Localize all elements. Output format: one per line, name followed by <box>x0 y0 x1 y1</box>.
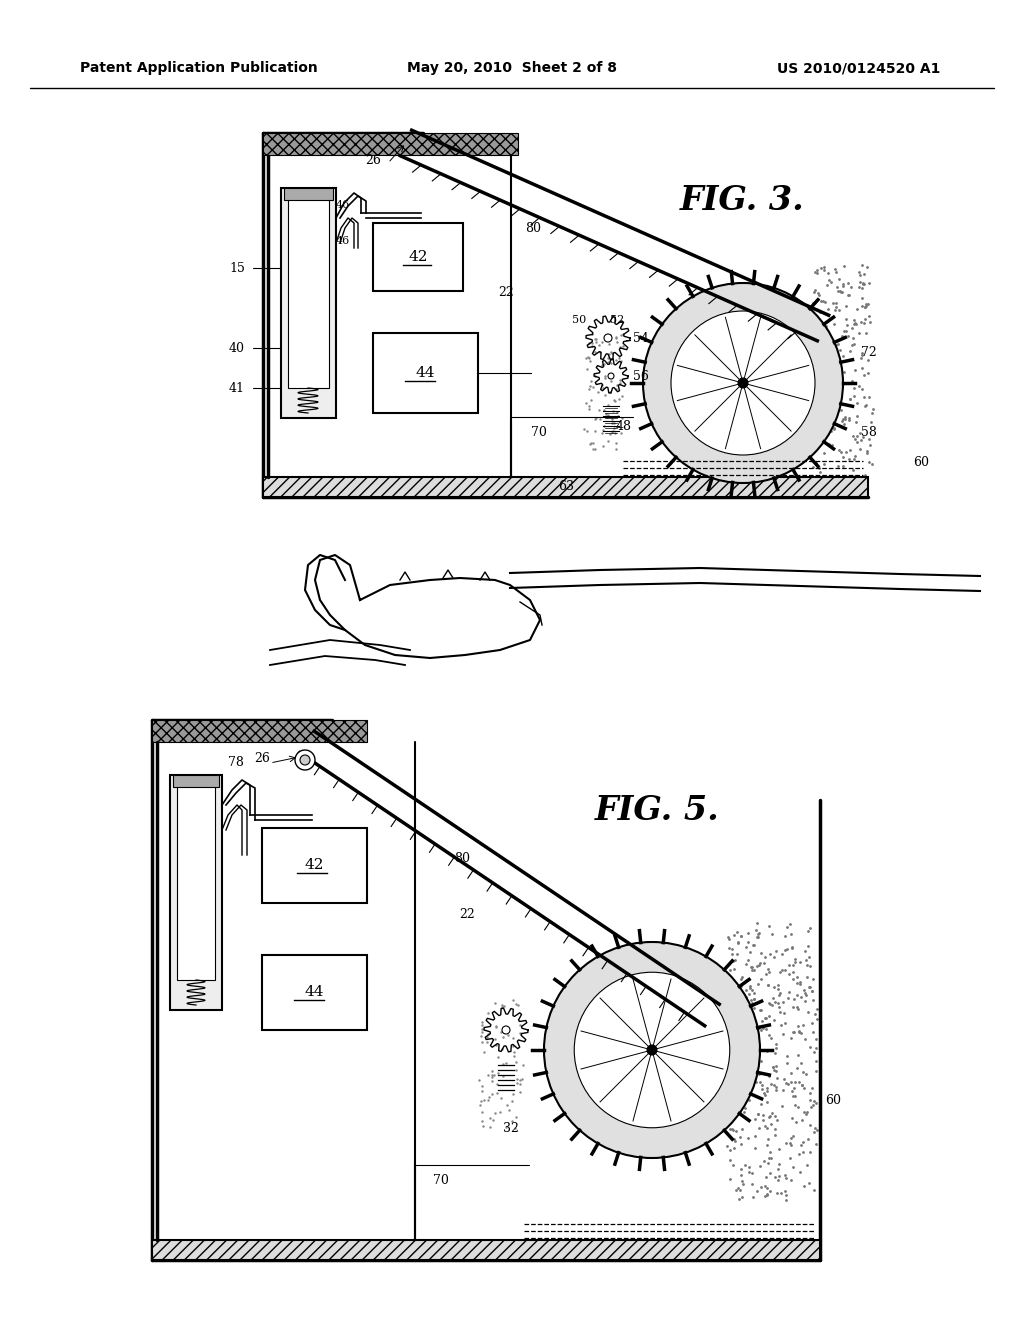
Text: 80: 80 <box>454 851 470 865</box>
Bar <box>177 780 215 979</box>
Bar <box>263 477 868 498</box>
Bar <box>262 828 367 903</box>
Text: 50: 50 <box>571 315 586 325</box>
Text: Patent Application Publication: Patent Application Publication <box>80 61 317 75</box>
Text: 54: 54 <box>633 331 649 345</box>
Bar <box>284 187 333 201</box>
Text: 80: 80 <box>525 222 541 235</box>
Text: 26: 26 <box>254 751 270 764</box>
Text: 72: 72 <box>861 346 877 359</box>
Text: 42: 42 <box>304 858 324 873</box>
Bar <box>373 223 463 290</box>
Circle shape <box>574 973 730 1127</box>
Bar <box>152 719 367 742</box>
Text: 40: 40 <box>229 342 245 355</box>
Text: 32: 32 <box>503 1122 519 1134</box>
Text: 70: 70 <box>433 1173 449 1187</box>
Text: May 20, 2010  Sheet 2 of 8: May 20, 2010 Sheet 2 of 8 <box>407 61 617 75</box>
Text: 42: 42 <box>409 249 428 264</box>
Bar <box>170 775 222 1010</box>
Text: 46: 46 <box>336 236 350 246</box>
Circle shape <box>544 942 760 1158</box>
Text: 52: 52 <box>610 315 625 325</box>
Text: 58: 58 <box>861 426 877 440</box>
Text: 44: 44 <box>416 366 435 380</box>
Text: 22: 22 <box>498 286 514 300</box>
Circle shape <box>295 750 315 770</box>
Bar <box>173 775 219 787</box>
Text: FIG. 5.: FIG. 5. <box>595 793 720 826</box>
Bar <box>373 333 478 413</box>
Text: 60: 60 <box>825 1093 841 1106</box>
Text: FIG. 3.: FIG. 3. <box>680 183 805 216</box>
Circle shape <box>502 1026 510 1034</box>
Text: 26: 26 <box>366 154 381 168</box>
Text: 46: 46 <box>336 201 350 210</box>
Bar <box>152 1239 820 1261</box>
Text: 48: 48 <box>616 420 632 433</box>
Circle shape <box>604 334 612 342</box>
Text: 78: 78 <box>228 755 244 768</box>
Circle shape <box>608 374 614 379</box>
Text: US 2010/0124520 A1: US 2010/0124520 A1 <box>776 61 940 75</box>
Circle shape <box>671 312 815 455</box>
Bar <box>263 133 518 154</box>
Bar <box>288 193 329 388</box>
Circle shape <box>738 378 748 388</box>
Text: 63: 63 <box>558 480 574 494</box>
Text: 70: 70 <box>531 425 547 438</box>
Circle shape <box>647 1045 657 1055</box>
Text: 22: 22 <box>459 908 475 921</box>
Circle shape <box>643 282 843 483</box>
Text: 15: 15 <box>229 261 245 275</box>
Text: 56: 56 <box>633 370 649 383</box>
Circle shape <box>300 755 310 766</box>
Text: 60: 60 <box>913 457 929 470</box>
Bar <box>262 954 367 1030</box>
Bar <box>281 187 336 418</box>
Text: 44: 44 <box>304 985 324 999</box>
Text: 41: 41 <box>229 381 245 395</box>
